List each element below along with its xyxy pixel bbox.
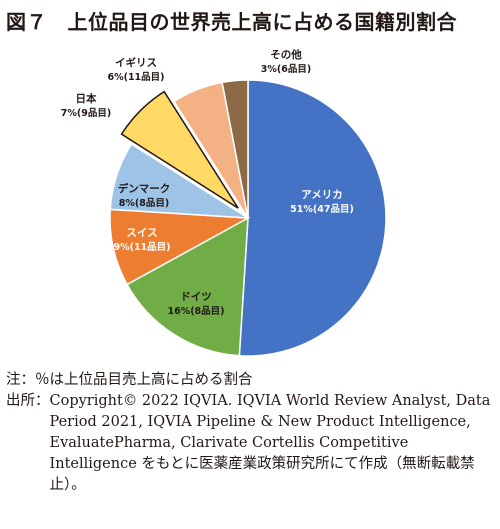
pie-slice-6 xyxy=(221,79,249,219)
slice-name-label: スイス xyxy=(126,227,157,239)
slice-name-label: イギリス xyxy=(115,56,157,69)
slice-value-label: 7%(9品目) xyxy=(61,108,111,119)
slice-value-label: 6%(11品目) xyxy=(107,72,164,83)
source-text: Copyright© 2022 IQVIA. IQVIA World Revie… xyxy=(49,393,491,493)
slice-name-label: アメリカ xyxy=(301,189,342,201)
pie-slice-1 xyxy=(126,216,249,357)
pie-slice-4 xyxy=(120,90,239,209)
source-line: 出所： Copyright© 2022 IQVIA. IQVIA World R… xyxy=(6,391,496,496)
note-label: 注： xyxy=(6,372,35,388)
slice-value-label: 8%(8品目) xyxy=(119,198,169,209)
pie-slice-0 xyxy=(238,79,387,357)
slice-name-label: デンマーク xyxy=(118,182,171,195)
pie-slice-3 xyxy=(109,143,249,219)
figure-title: 図７ 上位品目の世界売上高に占める国籍別割合 xyxy=(6,10,457,34)
note-line: 注： ％は上位品目売上高に占める割合 xyxy=(6,370,496,391)
note-text: ％は上位品目売上高に占める割合 xyxy=(35,372,253,388)
slice-name-label: 日本 xyxy=(76,92,97,105)
source-label: 出所： xyxy=(6,393,50,409)
slice-value-label: 51%(47品目) xyxy=(290,204,354,215)
slice-value-label: 9%(11品目) xyxy=(113,242,170,253)
pie-chart: アメリカ 51%(47品目) ドイツ 16%(8品目) スイス 9%(11品目) デンマーク… xyxy=(61,48,387,357)
notes: 注： ％は上位品目売上高に占める割合 出所： Copyright© 2022 I… xyxy=(6,370,496,496)
slice-name-label: ドイツ xyxy=(180,291,212,303)
slice-name-label: その他 xyxy=(270,48,302,61)
slice-value-label: 16%(8品目) xyxy=(167,306,224,317)
slice-value-label: 3%(6品目) xyxy=(261,64,311,75)
